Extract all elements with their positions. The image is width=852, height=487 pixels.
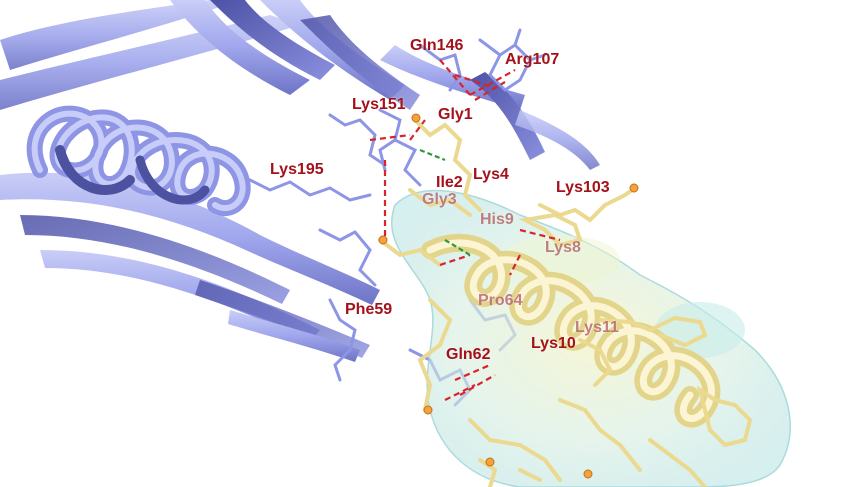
receptor-ribbon (0, 0, 600, 362)
hydrogen-bonds (369, 59, 561, 401)
receptor-helix (26, 105, 251, 217)
residue-label-gln62: Gln62 (446, 346, 491, 363)
residue-label-lys11: Lys11 (575, 319, 619, 336)
residue-label-pro64: Pro64 (478, 292, 523, 309)
residue-label-ile2: Ile2 (436, 174, 463, 191)
residue-label-arg107: Arg107 (505, 51, 560, 68)
residue-label-lys195: Lys195 (270, 161, 324, 178)
peptide-sticks (378, 118, 753, 487)
residue-label-lys10: Lys10 (531, 335, 576, 352)
residue-label-gly1: Gly1 (438, 106, 473, 123)
peptide-helix (421, 233, 721, 428)
residue-label-lys151: Lys151 (352, 96, 406, 113)
residue-label-lys103: Lys103 (556, 179, 610, 196)
sulfur-atoms (378, 113, 639, 479)
residue-label-lys4: Lys4 (473, 166, 509, 183)
hbond-green (419, 148, 471, 256)
residue-label-phe59: Phe59 (345, 301, 393, 318)
residue-label-his9: His9 (480, 211, 514, 228)
residue-label-gln146: Gln146 (410, 37, 464, 54)
residue-label-lys8: Lys8 (545, 239, 581, 256)
residue-label-gly3: Gly3 (422, 191, 457, 208)
